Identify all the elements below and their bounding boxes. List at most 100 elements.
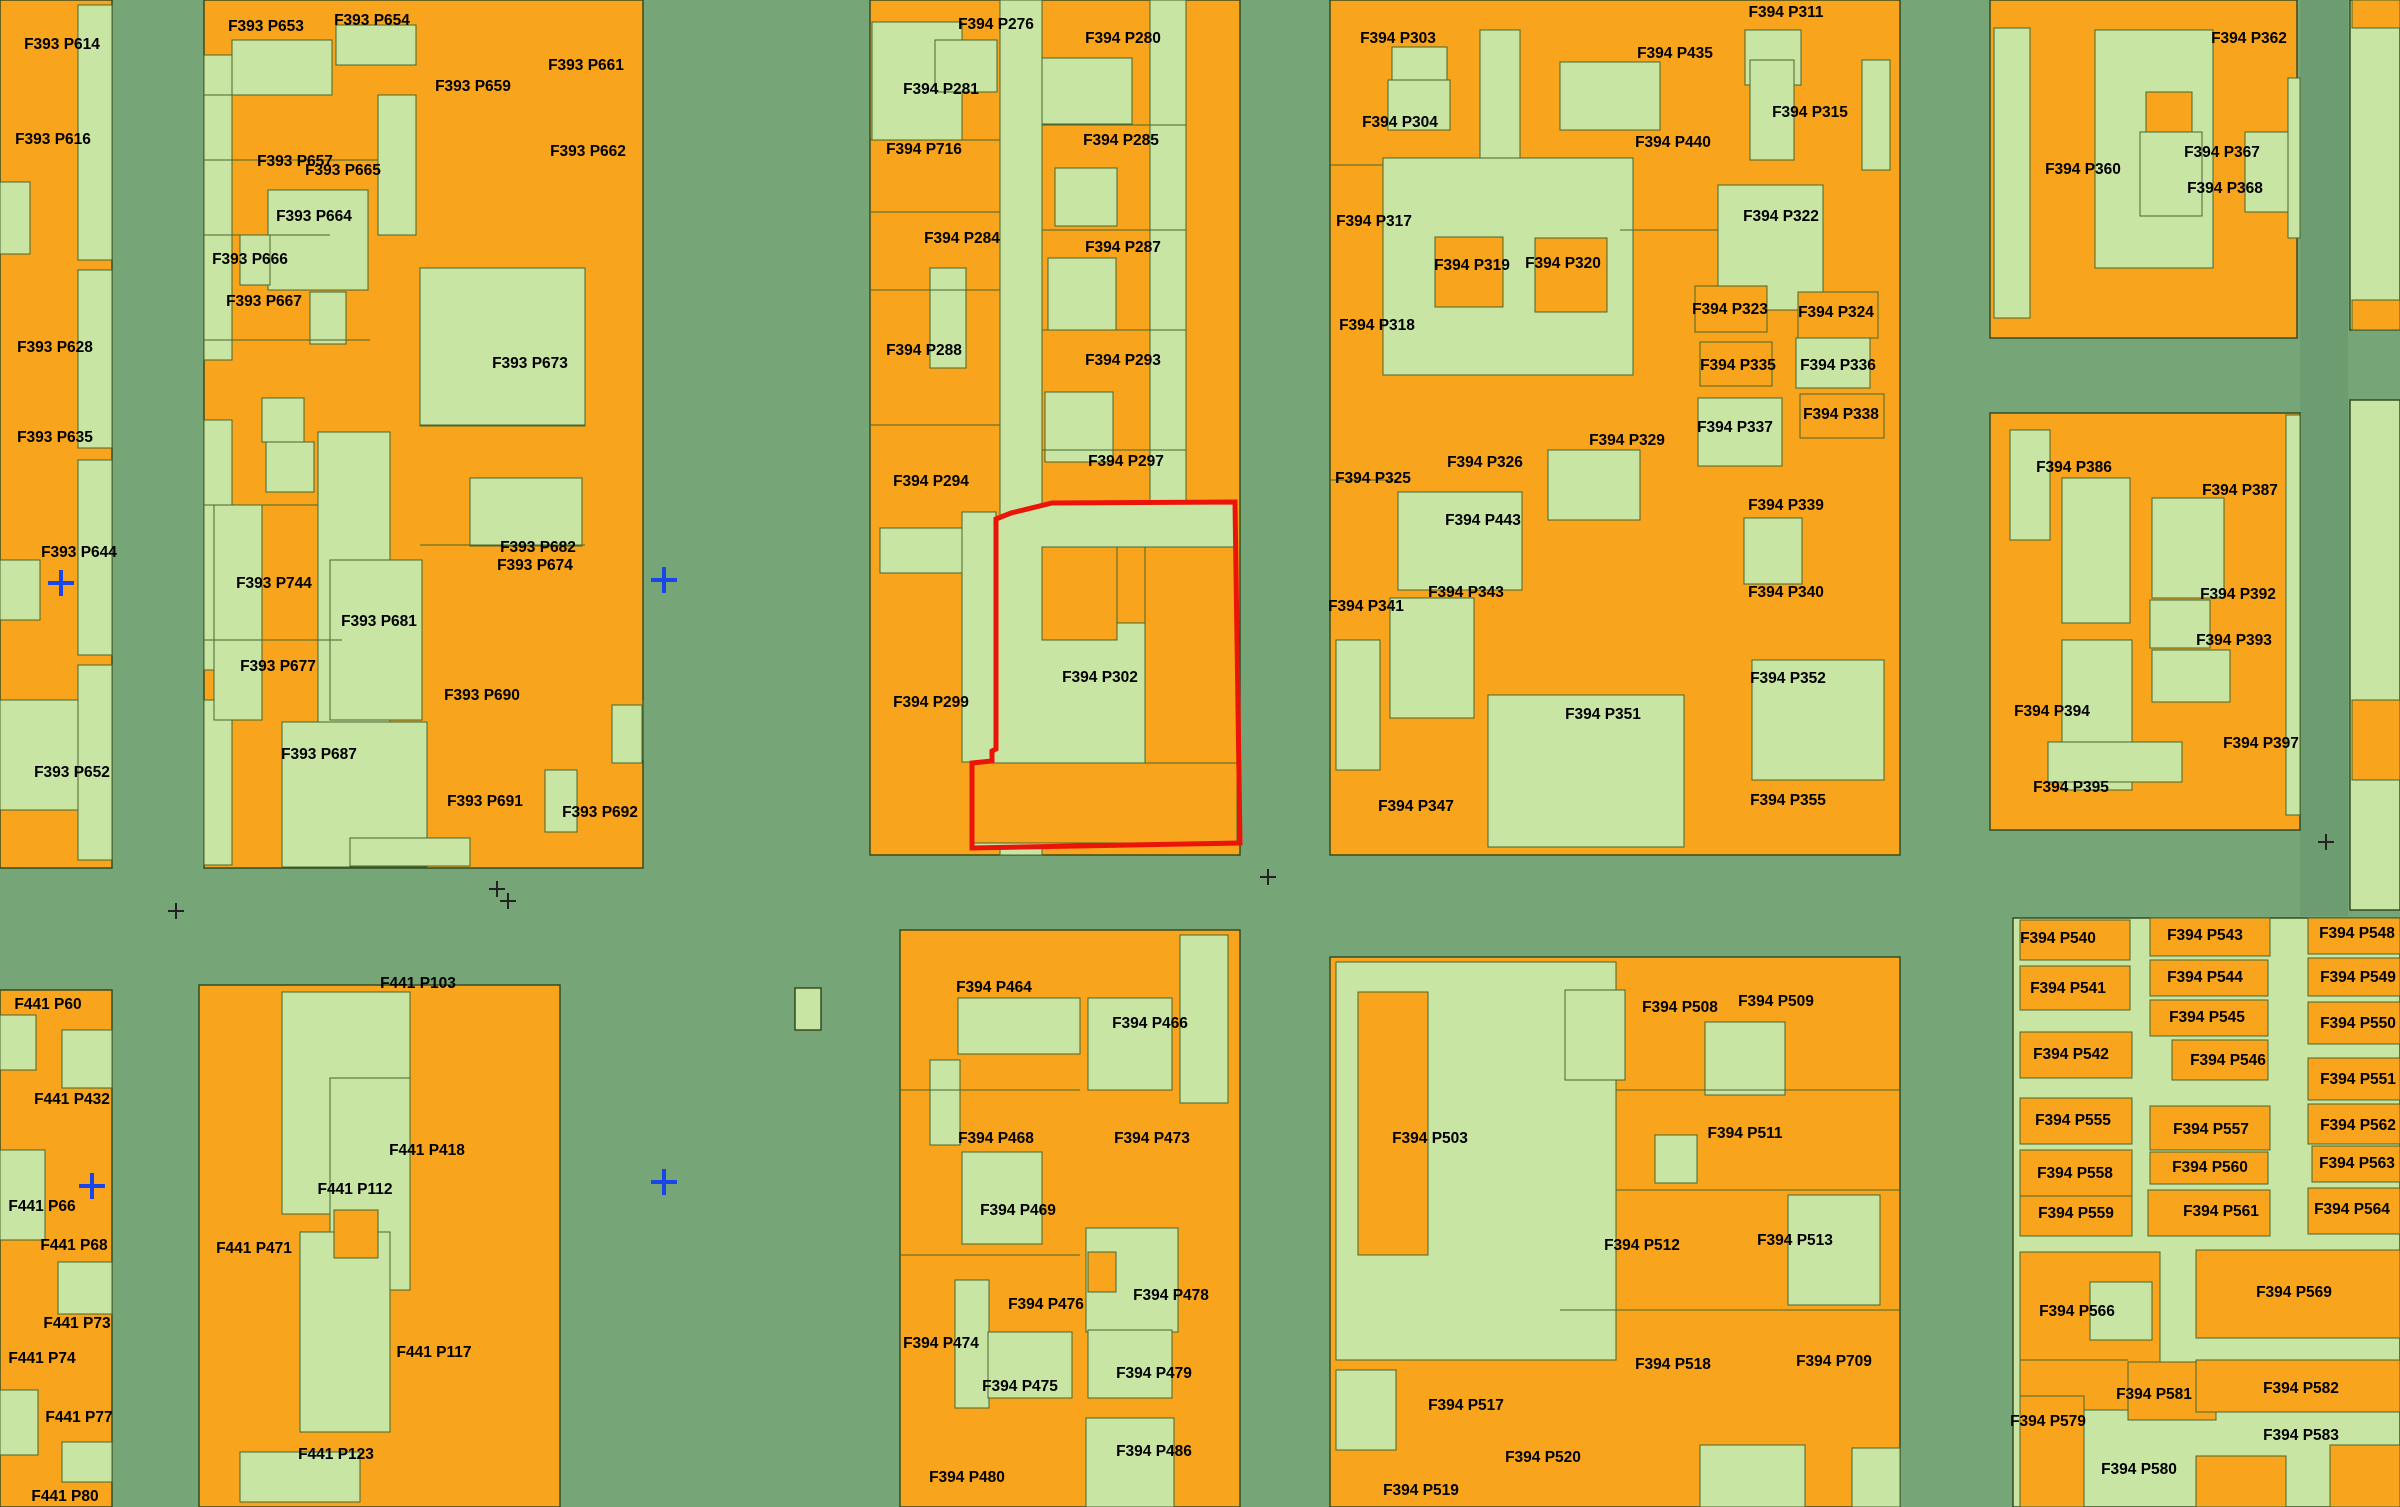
parcel[interactable] xyxy=(2089,1281,2153,1341)
parcel[interactable] xyxy=(213,504,263,721)
parcel[interactable] xyxy=(1704,1021,1786,1096)
parcel[interactable] xyxy=(957,997,1081,1055)
parcel[interactable] xyxy=(57,1261,113,1315)
highlight-outline[interactable] xyxy=(969,499,1243,851)
parcel[interactable] xyxy=(2019,1031,2133,1079)
parcel[interactable] xyxy=(61,1441,113,1483)
parcel[interactable] xyxy=(1144,546,1238,764)
parcel[interactable] xyxy=(377,94,417,236)
parcel[interactable] xyxy=(1694,285,1768,333)
parcel[interactable] xyxy=(1699,1444,1806,1507)
parcel[interactable] xyxy=(203,699,233,866)
parcel[interactable] xyxy=(1797,291,1879,339)
parcel[interactable] xyxy=(2311,1145,2400,1183)
parcel[interactable] xyxy=(2151,649,2231,703)
parcel[interactable] xyxy=(2307,1057,2400,1101)
parcel[interactable] xyxy=(0,559,41,621)
parcel[interactable] xyxy=(1085,1417,1175,1507)
parcel[interactable] xyxy=(335,24,417,66)
parcel[interactable] xyxy=(265,441,315,493)
parcel[interactable] xyxy=(1559,61,1661,131)
parcel[interactable] xyxy=(1434,236,1504,308)
parcel[interactable] xyxy=(2351,699,2400,781)
parcel[interactable] xyxy=(267,189,369,291)
parcel[interactable] xyxy=(419,267,586,427)
parcel[interactable] xyxy=(1547,449,1641,521)
parcel[interactable] xyxy=(261,397,305,443)
parcel[interactable] xyxy=(77,664,113,861)
parcel[interactable] xyxy=(77,4,113,261)
parcel[interactable] xyxy=(2047,741,2183,783)
parcel[interactable] xyxy=(1479,29,1521,159)
parcel[interactable] xyxy=(1795,337,1871,389)
parcel[interactable] xyxy=(1751,659,1885,781)
parcel[interactable] xyxy=(2307,1001,2400,1045)
parcel[interactable] xyxy=(1787,1194,1881,1306)
parcel[interactable] xyxy=(1851,1447,1901,1507)
parcel[interactable] xyxy=(611,704,643,764)
parcel[interactable] xyxy=(961,511,997,763)
parcel[interactable] xyxy=(1697,397,1783,467)
city-block[interactable] xyxy=(2349,0,2400,331)
parcel[interactable] xyxy=(2287,77,2301,239)
parcel[interactable] xyxy=(1041,546,1118,641)
parcel[interactable] xyxy=(2149,1105,2271,1151)
parcel[interactable] xyxy=(469,477,583,547)
parcel[interactable] xyxy=(1861,59,1891,171)
city-block[interactable] xyxy=(794,987,822,1031)
parcel[interactable] xyxy=(1179,934,1229,1104)
parcel[interactable] xyxy=(954,1279,990,1409)
parcel[interactable] xyxy=(2009,429,2051,541)
parcel[interactable] xyxy=(0,1149,46,1241)
parcel[interactable] xyxy=(1699,341,1773,387)
city-block[interactable] xyxy=(2349,399,2400,911)
parcel[interactable] xyxy=(2019,1395,2085,1507)
parcel[interactable] xyxy=(2149,959,2269,997)
parcel[interactable] xyxy=(934,39,998,93)
parcel[interactable] xyxy=(961,1151,1043,1245)
parcel[interactable] xyxy=(329,559,423,721)
parcel[interactable] xyxy=(2147,1189,2271,1237)
parcel[interactable] xyxy=(1749,59,1795,161)
parcel[interactable] xyxy=(309,291,347,345)
parcel[interactable] xyxy=(333,1209,379,1259)
parcel[interactable] xyxy=(972,762,1238,844)
parcel[interactable] xyxy=(2307,957,2400,997)
parcel[interactable] xyxy=(1335,1369,1397,1451)
parcel[interactable] xyxy=(2285,414,2301,816)
parcel[interactable] xyxy=(2151,497,2225,599)
parcel[interactable] xyxy=(2061,477,2131,624)
parcel[interactable] xyxy=(1087,1251,1117,1293)
parcel[interactable] xyxy=(2307,1103,2400,1145)
parcel[interactable] xyxy=(2149,1151,2269,1185)
parcel[interactable] xyxy=(0,181,31,255)
parcel[interactable] xyxy=(1487,694,1685,848)
parcel[interactable] xyxy=(0,1014,37,1071)
parcel[interactable] xyxy=(239,1451,361,1503)
parcel[interactable] xyxy=(2145,91,2193,133)
parcel[interactable] xyxy=(2171,1039,2269,1081)
parcel[interactable] xyxy=(1087,997,1173,1091)
parcel[interactable] xyxy=(231,39,333,96)
parcel[interactable] xyxy=(1116,546,1146,624)
parcel[interactable] xyxy=(0,699,91,811)
parcel[interactable] xyxy=(1041,57,1133,125)
parcel[interactable] xyxy=(2019,1097,2133,1145)
parcel[interactable] xyxy=(203,54,233,361)
parcel[interactable] xyxy=(2139,131,2203,217)
parcel[interactable] xyxy=(2149,599,2211,649)
parcel[interactable] xyxy=(2329,1444,2400,1507)
parcel[interactable] xyxy=(2149,917,2271,957)
parcel[interactable] xyxy=(1054,167,1118,227)
parcel[interactable] xyxy=(1047,257,1117,331)
parcel[interactable] xyxy=(2149,999,2269,1037)
parcel[interactable] xyxy=(1397,491,1523,591)
parcel[interactable] xyxy=(2351,0,2400,29)
parcel[interactable] xyxy=(2019,1195,2133,1237)
parcel[interactable] xyxy=(2195,1359,2400,1413)
parcel[interactable] xyxy=(879,527,976,574)
parcel[interactable] xyxy=(1993,27,2031,319)
parcel[interactable] xyxy=(1743,517,1803,585)
parcel[interactable] xyxy=(1044,391,1114,463)
